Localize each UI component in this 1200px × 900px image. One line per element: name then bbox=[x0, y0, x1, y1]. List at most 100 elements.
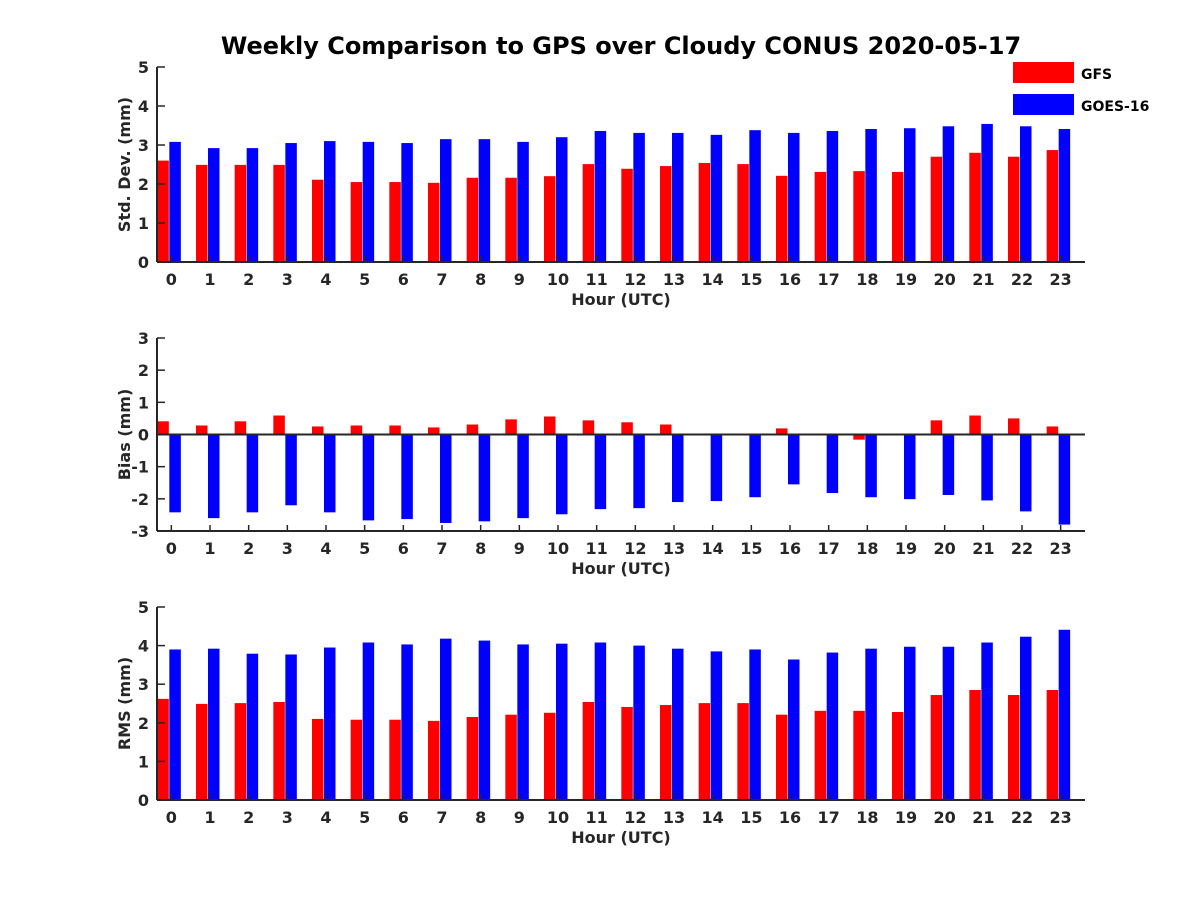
bar-goes-16-hour-22 bbox=[1020, 636, 1032, 800]
y-tick-label: 2 bbox=[138, 361, 149, 380]
x-tick-label: 13 bbox=[663, 539, 685, 558]
y-tick-label: -3 bbox=[131, 522, 149, 541]
x-tick-label: 5 bbox=[359, 808, 370, 827]
y-tick-label: 0 bbox=[138, 253, 149, 272]
bar-gfs-hour-5 bbox=[350, 182, 363, 262]
y-tick-label: 1 bbox=[138, 752, 149, 771]
x-tick-label: 22 bbox=[1011, 270, 1033, 289]
x-tick-label: 10 bbox=[547, 808, 569, 827]
bar-goes-16-hour-19 bbox=[904, 434, 916, 500]
bar-goes-16-hour-4 bbox=[324, 141, 336, 262]
x-tick-label: 15 bbox=[740, 539, 762, 558]
bar-goes-16-hour-11 bbox=[594, 642, 607, 800]
bar-goes-16-hour-14 bbox=[710, 651, 723, 800]
x-tick-label: 8 bbox=[475, 539, 486, 558]
x-tick-label: 19 bbox=[895, 539, 917, 558]
y-tick-label: 3 bbox=[138, 329, 149, 348]
bar-gfs-hour-20 bbox=[930, 695, 943, 800]
x-tick-label: 0 bbox=[166, 539, 177, 558]
x-tick-label: 0 bbox=[166, 270, 177, 289]
bar-goes-16-hour-18 bbox=[865, 648, 877, 800]
x-axis-label: Hour (UTC) bbox=[571, 828, 671, 847]
bar-gfs-hour-15 bbox=[737, 164, 749, 262]
x-tick-label: 12 bbox=[624, 808, 646, 827]
x-tick-label: 7 bbox=[436, 808, 447, 827]
bar-goes-16-hour-12 bbox=[633, 434, 645, 509]
bar-gfs-hour-4 bbox=[312, 426, 324, 435]
x-tick-label: 3 bbox=[282, 539, 293, 558]
y-tick-label: 2 bbox=[138, 714, 149, 733]
x-tick-label: 21 bbox=[972, 539, 994, 558]
x-tick-label: 14 bbox=[702, 808, 724, 827]
bar-goes-16-hour-8 bbox=[478, 434, 491, 522]
x-tick-label: 1 bbox=[204, 270, 215, 289]
bar-goes-16-hour-2 bbox=[246, 434, 259, 513]
x-tick-label: 6 bbox=[398, 270, 409, 289]
bar-goes-16-hour-13 bbox=[672, 132, 684, 262]
bar-gfs-hour-8 bbox=[466, 424, 479, 435]
bar-gfs-hour-2 bbox=[234, 164, 247, 262]
bar-goes-16-hour-12 bbox=[633, 645, 645, 800]
bar-goes-16-hour-23 bbox=[1058, 129, 1071, 262]
bar-gfs-hour-23 bbox=[1046, 689, 1059, 800]
bar-gfs-hour-14 bbox=[698, 703, 711, 800]
bar-gfs-hour-17 bbox=[814, 171, 827, 262]
bar-goes-16-hour-20 bbox=[942, 126, 955, 262]
x-tick-label: 18 bbox=[856, 808, 878, 827]
bar-gfs-hour-0 bbox=[157, 160, 169, 262]
bar-gfs-hour-5 bbox=[350, 425, 363, 435]
bar-goes-16-hour-9 bbox=[517, 141, 529, 262]
x-tick-label: 16 bbox=[779, 270, 801, 289]
bar-gfs-hour-4 bbox=[312, 179, 324, 262]
bar-goes-16-hour-10 bbox=[556, 643, 568, 800]
bar-gfs-hour-6 bbox=[389, 425, 401, 435]
x-tick-label: 0 bbox=[166, 808, 177, 827]
legend: GFS GOES-16 bbox=[1013, 62, 1149, 115]
legend-gfs-label: GFS bbox=[1081, 67, 1112, 83]
bar-gfs-hour-5 bbox=[350, 719, 363, 800]
x-tick-label: 17 bbox=[818, 539, 840, 558]
bar-gfs-hour-20 bbox=[930, 156, 943, 262]
x-tick-label: 7 bbox=[436, 539, 447, 558]
x-tick-label: 19 bbox=[895, 808, 917, 827]
bar-goes-16-hour-23 bbox=[1058, 434, 1071, 525]
bar-gfs-hour-9 bbox=[505, 177, 517, 262]
x-tick-label: 9 bbox=[514, 539, 525, 558]
bar-gfs-hour-16 bbox=[776, 714, 788, 800]
x-tick-label: 22 bbox=[1011, 808, 1033, 827]
bar-goes-16-hour-0 bbox=[169, 434, 181, 513]
bar-goes-16-hour-1 bbox=[208, 148, 220, 262]
bar-goes-16-hour-19 bbox=[904, 646, 916, 800]
bar-goes-16-hour-13 bbox=[672, 648, 684, 800]
y-axis-label: Bias (mm) bbox=[115, 389, 134, 481]
bar-gfs-hour-13 bbox=[660, 705, 672, 800]
y-tick-label: 0 bbox=[138, 426, 149, 445]
bar-gfs-hour-12 bbox=[621, 168, 633, 262]
bar-gfs-hour-7 bbox=[428, 720, 440, 800]
x-axis-label: Hour (UTC) bbox=[571, 290, 671, 309]
x-tick-label: 23 bbox=[1050, 808, 1072, 827]
bar-goes-16-hour-22 bbox=[1020, 126, 1032, 262]
bar-gfs-hour-2 bbox=[234, 421, 247, 435]
bar-gfs-hour-4 bbox=[312, 718, 324, 800]
bar-gfs-hour-22 bbox=[1008, 156, 1020, 262]
bar-gfs-hour-18 bbox=[853, 171, 865, 262]
bar-gfs-hour-21 bbox=[969, 152, 981, 262]
bar-gfs-hour-19 bbox=[892, 171, 904, 262]
x-tick-label: 22 bbox=[1011, 539, 1033, 558]
x-tick-label: 3 bbox=[282, 808, 293, 827]
x-axis-label: Hour (UTC) bbox=[571, 559, 671, 578]
bar-goes-16-hour-18 bbox=[865, 434, 877, 498]
bar-goes-16-hour-17 bbox=[826, 130, 839, 262]
x-tick-label: 10 bbox=[547, 270, 569, 289]
x-tick-label: 17 bbox=[818, 270, 840, 289]
x-tick-label: 14 bbox=[702, 539, 724, 558]
bar-gfs-hour-18 bbox=[853, 710, 865, 800]
bar-goes-16-hour-9 bbox=[517, 644, 529, 800]
bar-goes-16-hour-23 bbox=[1058, 629, 1071, 800]
bar-gfs-hour-0 bbox=[157, 698, 169, 800]
bar-goes-16-hour-14 bbox=[710, 134, 723, 262]
bar-gfs-hour-11 bbox=[582, 420, 595, 435]
